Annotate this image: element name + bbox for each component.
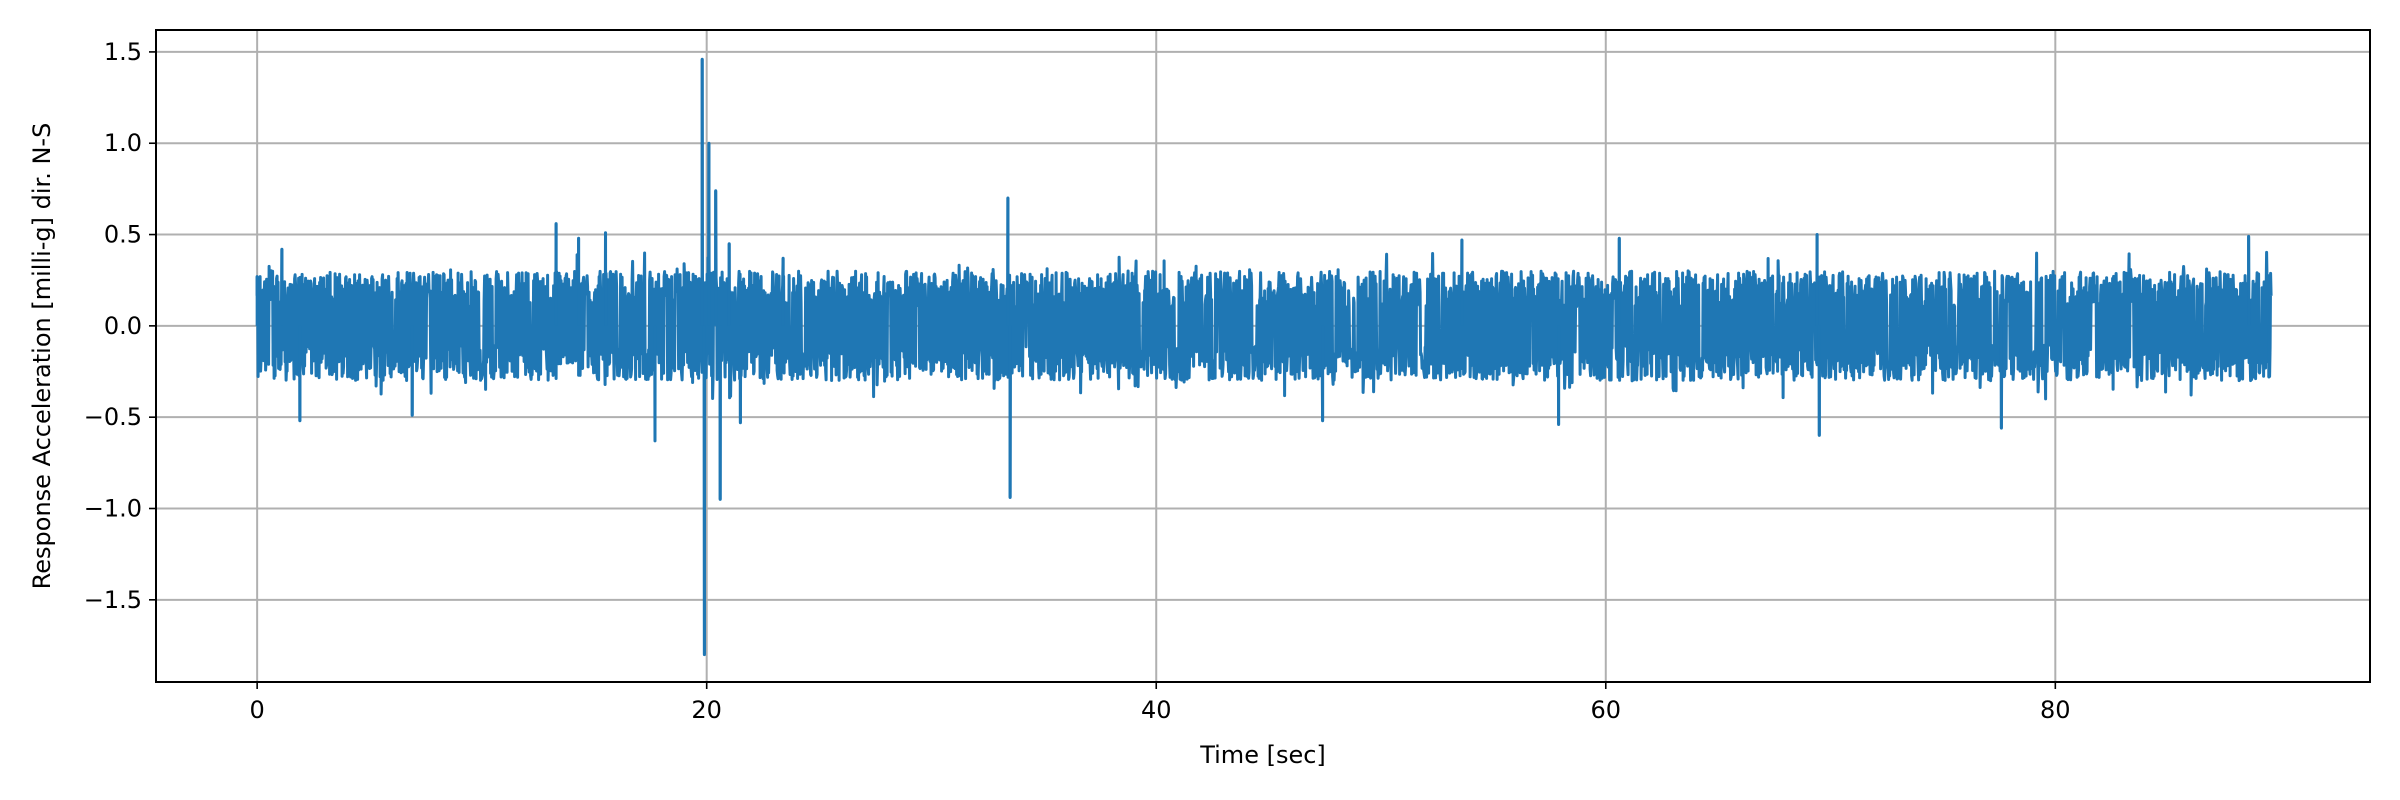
y-tick-label: −0.5 xyxy=(84,403,142,431)
x-tick-label: 40 xyxy=(1141,696,1172,724)
y-tick-label: −1.0 xyxy=(84,494,142,522)
y-tick-label: 0.5 xyxy=(104,221,142,249)
y-tick-label: 0.0 xyxy=(104,312,142,340)
x-tick-label: 80 xyxy=(2040,696,2071,724)
x-tick-label: 60 xyxy=(1591,696,1622,724)
y-axis-label: Response Acceleration [milli-g] dir. N-S xyxy=(28,123,56,590)
plot-frame xyxy=(155,29,2371,683)
y-tick-label: 1.5 xyxy=(104,38,142,66)
ticks: 0 20 40 60 80 1.5 1.0 0.5 0.0 −0.5 −1.0 −1.5 xyxy=(84,38,2071,724)
x-axis-label: Time [sec] xyxy=(1199,741,1326,769)
y-tick-label: 1.0 xyxy=(104,129,142,157)
series-line xyxy=(255,57,2273,657)
y-tick-label: −1.5 xyxy=(84,586,142,614)
x-tick-label: 20 xyxy=(691,696,722,724)
series-layer xyxy=(255,57,2273,657)
x-tick-label: 0 xyxy=(250,696,265,724)
